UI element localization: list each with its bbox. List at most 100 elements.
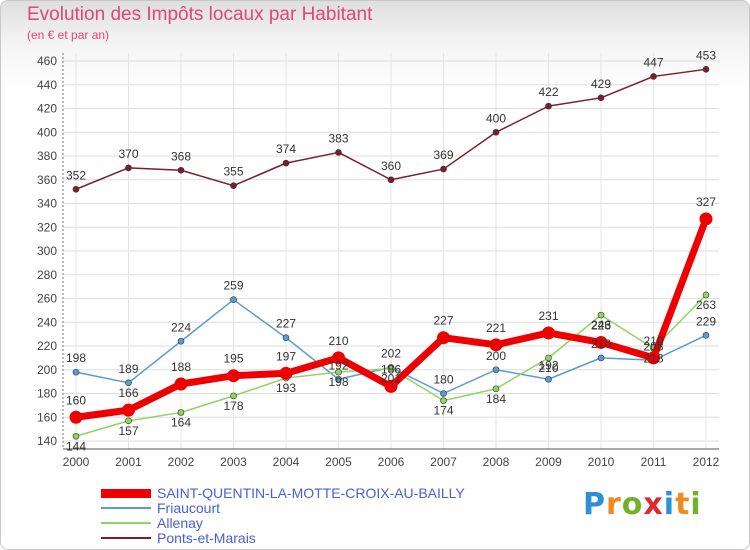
data-label: 352: [66, 168, 86, 182]
data-label: 224: [171, 320, 191, 334]
x-tick-label: 2009: [535, 455, 562, 469]
data-label: 174: [433, 404, 453, 418]
data-label: 202: [381, 346, 401, 360]
chart-subtitle: (en € et par an): [27, 28, 110, 42]
data-label: 231: [538, 309, 558, 323]
data-label: 374: [276, 142, 296, 156]
y-tick-label: 280: [37, 268, 57, 282]
data-point: [597, 354, 605, 362]
y-tick-label: 340: [37, 197, 57, 211]
data-point: [440, 397, 447, 404]
data-point: [177, 166, 185, 174]
data-point: [72, 432, 80, 440]
data-label: 227: [433, 314, 453, 328]
legend-swatch: [101, 488, 151, 498]
data-point: [384, 379, 398, 393]
data-point: [437, 331, 450, 345]
data-label: 360: [381, 159, 401, 173]
data-label: 368: [171, 149, 191, 163]
data-label: 223: [591, 318, 611, 332]
data-label: 164: [171, 416, 191, 430]
x-tick-label: 2002: [168, 455, 195, 469]
data-point: [440, 390, 447, 397]
legend-swatch: [101, 522, 151, 524]
data-label: 188: [171, 360, 191, 374]
legend-swatch: [101, 507, 151, 509]
data-label: 210: [643, 334, 663, 348]
data-point: [125, 379, 132, 387]
data-label: 355: [223, 165, 243, 179]
data-label: 259: [223, 279, 243, 293]
data-label: 429: [591, 77, 611, 91]
logo-letter: o: [621, 487, 644, 522]
data-point: [545, 375, 552, 383]
data-point: [440, 165, 447, 173]
x-tick-label: 2000: [63, 455, 90, 469]
data-label: 246: [591, 318, 611, 332]
legend-label: Ponts-et-Marais: [157, 530, 256, 546]
logo-letter: x: [643, 487, 664, 522]
y-tick-label: 460: [37, 54, 57, 68]
data-label: 370: [118, 147, 138, 161]
data-point: [387, 365, 395, 372]
data-point: [702, 291, 710, 299]
data-label: 189: [118, 362, 138, 376]
legend-item-friaucourt: Friaucourt: [101, 500, 220, 516]
y-tick-label: 160: [37, 410, 57, 424]
data-label: 144: [66, 439, 86, 453]
logo-letter: r: [606, 487, 622, 522]
y-tick-label: 240: [37, 315, 57, 329]
x-tick-label: 2011: [641, 455, 667, 469]
data-point: [177, 409, 185, 416]
data-label: 198: [328, 375, 348, 389]
y-tick-label: 360: [37, 173, 57, 187]
data-label: 422: [538, 85, 558, 99]
data-label: 195: [223, 352, 243, 366]
y-tick-label: 320: [37, 220, 57, 234]
data-point: [489, 338, 503, 352]
logo-letter: i: [690, 487, 702, 522]
data-point: [647, 351, 660, 365]
data-point: [230, 392, 237, 400]
logo-letter: t: [675, 487, 691, 522]
data-label: 201: [381, 372, 401, 386]
data-point: [335, 368, 342, 376]
data-point: [650, 73, 657, 80]
data-point: [597, 311, 605, 319]
y-tick-label: 300: [37, 244, 57, 258]
data-label: 186: [381, 362, 401, 376]
legend-label: Allenay: [157, 515, 203, 531]
data-point: [72, 368, 80, 376]
y-tick-label: 200: [37, 363, 57, 377]
data-label: 263: [696, 298, 716, 312]
data-point: [125, 164, 132, 172]
y-tick-label: 440: [37, 78, 57, 92]
data-label: 193: [276, 381, 296, 395]
x-tick-label: 2008: [483, 455, 510, 469]
data-point: [227, 369, 240, 383]
grid-lines: [63, 53, 719, 449]
data-label: 166: [118, 386, 138, 400]
y-tick-label: 260: [37, 292, 57, 306]
data-label: 447: [643, 55, 663, 69]
axes: 140 160 180 200 220 240 260 280 300 320 340 360 380 4…: [37, 53, 720, 469]
y-tick-label: 180: [37, 387, 57, 401]
data-label: 210: [591, 337, 611, 351]
legend-label: Friaucourt: [157, 500, 221, 516]
legend-label: SAINT-QUENTIN-LA-MOTTE-CROIX-AU-BAILLY: [157, 485, 465, 501]
x-tick-label: 2012: [693, 455, 720, 469]
data-point: [335, 149, 342, 156]
data-point: [542, 326, 555, 340]
x-tick-label: 2005: [325, 455, 352, 469]
data-label: 221: [486, 321, 506, 335]
data-point: [492, 128, 500, 136]
data-label: 210: [538, 361, 558, 375]
data-label: 200: [486, 349, 506, 363]
logo-letter: i: [663, 487, 676, 522]
data-label: 369: [433, 148, 453, 162]
data-label: 208: [643, 339, 663, 353]
data-point: [594, 335, 608, 349]
x-tick-label: 2010: [588, 455, 615, 469]
